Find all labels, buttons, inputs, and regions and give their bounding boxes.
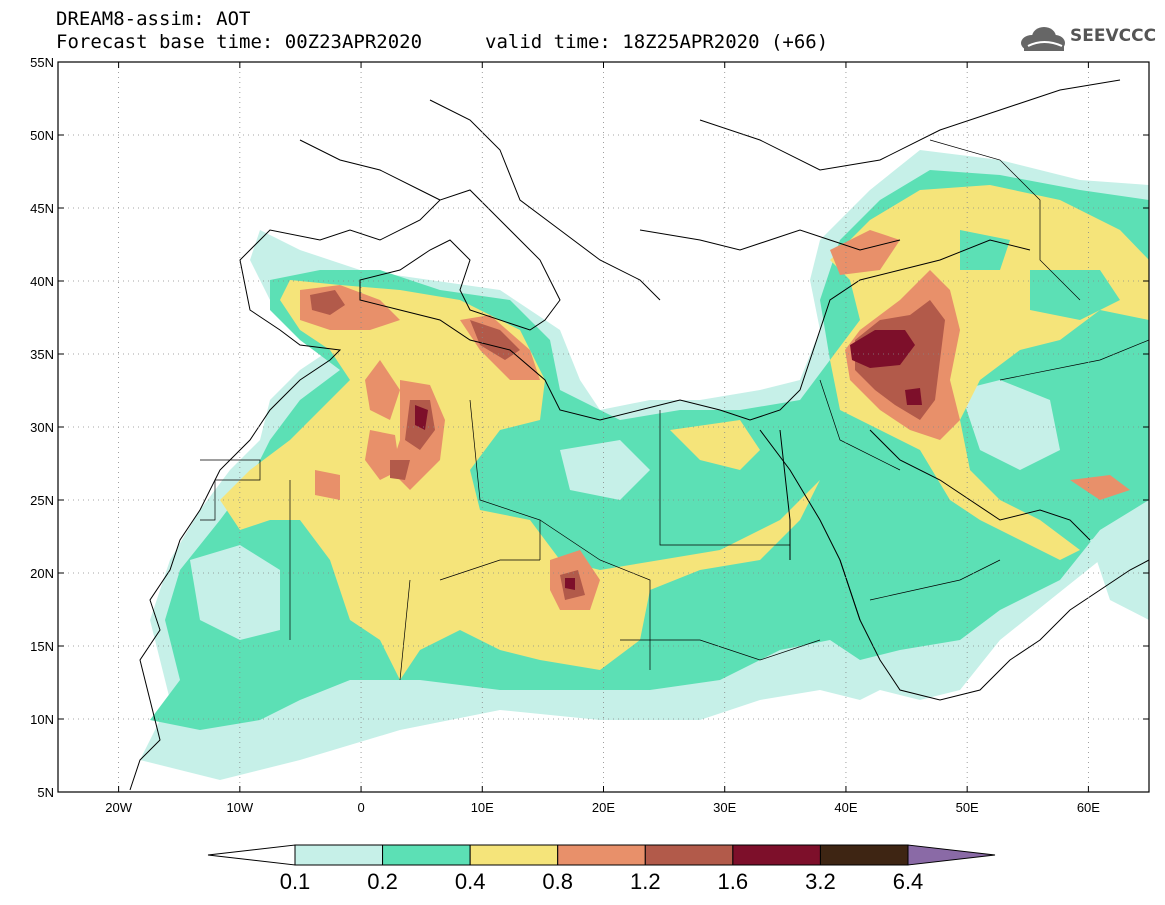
lat-label: 30N (30, 420, 54, 435)
logo-text: SEEVCCC (1070, 26, 1157, 46)
lat-label: 45N (30, 201, 54, 216)
cloud-icon (1021, 27, 1065, 51)
colorbar-label: 0.2 (367, 869, 398, 894)
lon-label: 20W (105, 800, 132, 815)
lon-label: 10E (471, 800, 494, 815)
lon-label: 10W (226, 800, 253, 815)
forecast-base-time: Forecast base time: 00Z23APR2020 (56, 31, 423, 53)
valid-time: valid time: 18Z25APR2020 (+66) (485, 31, 829, 53)
colorbar-swatch (469, 844, 559, 866)
colorbar-label: 0.1 (280, 869, 311, 894)
lon-label: 60E (1077, 800, 1100, 815)
colorbar-swatch (382, 844, 471, 866)
colorbar-high-arrow (907, 844, 996, 866)
seevccc-logo: SEEVCCC (1018, 22, 1158, 56)
axis-labels: 55N 50N 45N 40N 35N 30N 25N 20N 15N 10N 5N 20W 10W 0 1… (30, 55, 1149, 815)
lat-label: 20N (30, 566, 54, 581)
lat-label: 40N (30, 274, 54, 289)
lat-label: 10N (30, 712, 54, 727)
lon-label: 0 (357, 800, 364, 815)
lon-label: 50E (956, 800, 979, 815)
colorbar-swatch (294, 844, 384, 866)
lon-label: 20E (592, 800, 615, 815)
colorbar-label: 6.4 (893, 869, 924, 894)
colorbar-swatch (819, 844, 909, 866)
lon-label: 40E (834, 800, 857, 815)
colorbar: 0.1 0.2 0.4 0.8 1.2 1.6 3.2 6.4 (207, 844, 996, 894)
colorbar-swatch (557, 844, 646, 866)
aot-fields (140, 150, 1149, 780)
country-borders (200, 139, 1149, 681)
colorbar-label: 0.8 (542, 869, 573, 894)
colorbar-label: 3.2 (805, 869, 836, 894)
colorbar-label: 0.4 (455, 869, 486, 894)
lat-label: 50N (30, 128, 54, 143)
map-title: DREAM8-assim: AOT (56, 8, 251, 30)
lat-label: 5N (37, 785, 54, 800)
lat-label: 55N (30, 55, 54, 70)
lat-label: 25N (30, 493, 54, 508)
lon-label: 30E (713, 800, 736, 815)
lat-label: 35N (30, 347, 54, 362)
colorbar-label: 1.6 (718, 869, 749, 894)
coastlines (129, 79, 1149, 791)
colorbar-swatch (644, 844, 734, 866)
colorbar-label: 1.2 (630, 869, 661, 894)
colorbar-low-arrow (207, 844, 296, 866)
colorbar-swatch (732, 844, 821, 866)
graticule (58, 62, 1149, 792)
lat-label: 15N (30, 639, 54, 654)
